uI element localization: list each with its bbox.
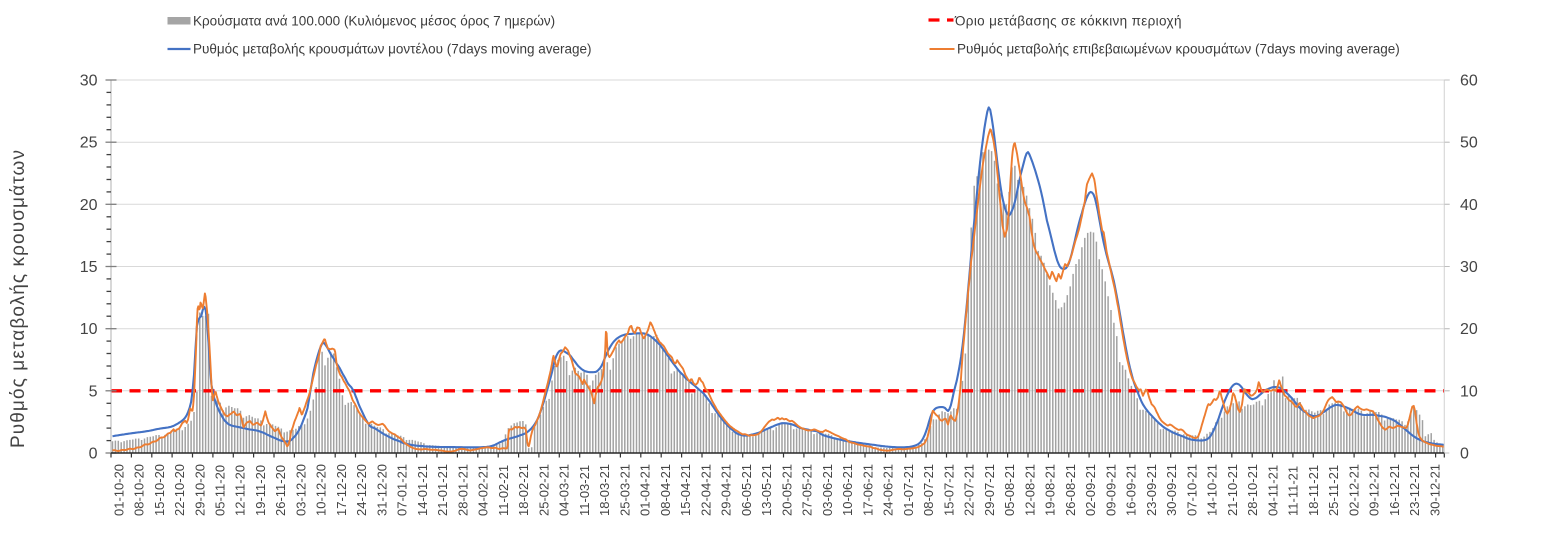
svg-text:30-12-21: 30-12-21 <box>1427 464 1442 516</box>
svg-text:30-09-21: 30-09-21 <box>1164 464 1179 516</box>
svg-text:14-10-21: 14-10-21 <box>1205 464 1220 516</box>
svg-text:10: 10 <box>80 321 98 338</box>
svg-text:04-02-21: 04-02-21 <box>476 464 491 516</box>
svg-text:20: 20 <box>80 197 98 214</box>
svg-text:26-08-21: 26-08-21 <box>1063 464 1078 516</box>
svg-text:03-12-20: 03-12-20 <box>294 464 309 516</box>
svg-text:16-12-21: 16-12-21 <box>1387 464 1402 516</box>
svg-text:19-08-21: 19-08-21 <box>1043 464 1058 516</box>
svg-text:10: 10 <box>1460 383 1478 400</box>
svg-text:25-03-21: 25-03-21 <box>618 464 633 516</box>
svg-text:15: 15 <box>80 259 98 276</box>
svg-text:30: 30 <box>1460 259 1478 276</box>
svg-text:04-11-21: 04-11-21 <box>1265 465 1280 516</box>
svg-text:17-12-20: 17-12-20 <box>334 464 349 516</box>
svg-text:02-09-21: 02-09-21 <box>1083 464 1098 516</box>
svg-text:20: 20 <box>1460 321 1478 338</box>
svg-text:Ρυθμός μεταβολής κρουσμάτων: Ρυθμός μεταβολής κρουσμάτων <box>8 149 29 448</box>
svg-text:18-02-21: 18-02-21 <box>516 464 531 516</box>
svg-text:0: 0 <box>89 446 98 463</box>
svg-text:28-10-21: 28-10-21 <box>1245 464 1260 516</box>
svg-text:16-09-21: 16-09-21 <box>1124 464 1139 516</box>
svg-text:29-07-21: 29-07-21 <box>982 464 997 516</box>
svg-text:Κρούσματα ανά 100.000 (Κυλιόμε: Κρούσματα ανά 100.000 (Κυλιόμενος μέσος … <box>193 14 555 29</box>
svg-text:26-11-20: 26-11-20 <box>273 465 288 516</box>
svg-text:11-02-21: 11-02-21 <box>496 465 511 516</box>
svg-text:11-11-21: 11-11-21 <box>1286 466 1301 516</box>
svg-text:29-10-20: 29-10-20 <box>192 464 207 516</box>
svg-text:15-10-20: 15-10-20 <box>152 464 167 516</box>
svg-text:08-04-21: 08-04-21 <box>658 464 673 516</box>
svg-text:Ρυθμός μεταβολής κρουσμάτων μο: Ρυθμός μεταβολής κρουσμάτων μοντέλου (7d… <box>193 42 592 57</box>
svg-text:21-10-21: 21-10-21 <box>1225 464 1240 516</box>
svg-text:09-12-21: 09-12-21 <box>1367 464 1382 516</box>
svg-text:18-03-21: 18-03-21 <box>597 464 612 516</box>
svg-text:10-06-21: 10-06-21 <box>840 464 855 516</box>
svg-text:25-11-21: 25-11-21 <box>1326 465 1341 516</box>
svg-text:22-07-21: 22-07-21 <box>962 464 977 516</box>
svg-text:07-10-21: 07-10-21 <box>1184 464 1199 516</box>
svg-text:50: 50 <box>1460 135 1478 152</box>
svg-text:14-01-21: 14-01-21 <box>415 464 430 516</box>
svg-text:15-07-21: 15-07-21 <box>941 464 956 516</box>
svg-text:22-10-20: 22-10-20 <box>172 464 187 516</box>
svg-text:40: 40 <box>1460 197 1478 214</box>
svg-text:Ρυθμός μεταβολής επιβεβαιωμένω: Ρυθμός μεταβολής επιβεβαιωμένων κρουσμάτ… <box>957 42 1400 57</box>
svg-text:15-04-21: 15-04-21 <box>678 464 693 516</box>
svg-text:01-04-21: 01-04-21 <box>638 464 653 516</box>
svg-text:Όριο μετάβασης σε κόκκινη περι: Όριο μετάβασης σε κόκκινη περιοχή <box>954 14 1182 29</box>
svg-text:30: 30 <box>80 73 98 90</box>
svg-text:18-11-21: 18-11-21 <box>1306 465 1321 516</box>
svg-text:5: 5 <box>89 383 98 400</box>
svg-text:05-11-20: 05-11-20 <box>213 465 228 516</box>
svg-text:25-02-21: 25-02-21 <box>537 464 552 516</box>
svg-text:12-08-21: 12-08-21 <box>1022 464 1037 516</box>
svg-text:0: 0 <box>1460 446 1469 463</box>
svg-text:08-07-21: 08-07-21 <box>921 464 936 516</box>
svg-text:24-06-21: 24-06-21 <box>881 464 896 516</box>
svg-text:60: 60 <box>1460 73 1478 90</box>
svg-text:29-04-21: 29-04-21 <box>719 464 734 516</box>
svg-text:27-05-21: 27-05-21 <box>800 464 815 516</box>
svg-text:23-12-21: 23-12-21 <box>1407 464 1422 516</box>
svg-text:21-01-21: 21-01-21 <box>435 464 450 516</box>
svg-text:09-09-21: 09-09-21 <box>1103 464 1118 516</box>
svg-text:06-05-21: 06-05-21 <box>739 464 754 516</box>
svg-text:12-11-20: 12-11-20 <box>233 465 248 516</box>
svg-text:20-05-21: 20-05-21 <box>779 464 794 516</box>
svg-text:19-11-20: 19-11-20 <box>253 465 268 516</box>
svg-text:05-08-21: 05-08-21 <box>1002 464 1017 516</box>
svg-text:03-06-21: 03-06-21 <box>820 464 835 516</box>
svg-text:01-10-20: 01-10-20 <box>111 464 126 516</box>
svg-text:28-01-21: 28-01-21 <box>456 464 471 516</box>
svg-text:22-04-21: 22-04-21 <box>699 464 714 516</box>
svg-text:23-09-21: 23-09-21 <box>1144 464 1159 516</box>
svg-text:17-06-21: 17-06-21 <box>860 464 875 516</box>
svg-text:13-05-21: 13-05-21 <box>759 464 774 516</box>
svg-text:08-10-20: 08-10-20 <box>132 464 147 516</box>
svg-text:31-12-20: 31-12-20 <box>375 464 390 516</box>
svg-text:04-03-21: 04-03-21 <box>557 464 572 516</box>
svg-text:11-03-21: 11-03-21 <box>577 465 592 516</box>
svg-text:25: 25 <box>80 135 98 152</box>
svg-text:02-12-21: 02-12-21 <box>1346 464 1361 516</box>
svg-text:07-01-21: 07-01-21 <box>395 464 410 516</box>
svg-text:10-12-20: 10-12-20 <box>314 464 329 516</box>
svg-text:01-07-21: 01-07-21 <box>901 464 916 516</box>
svg-text:24-12-20: 24-12-20 <box>354 464 369 516</box>
